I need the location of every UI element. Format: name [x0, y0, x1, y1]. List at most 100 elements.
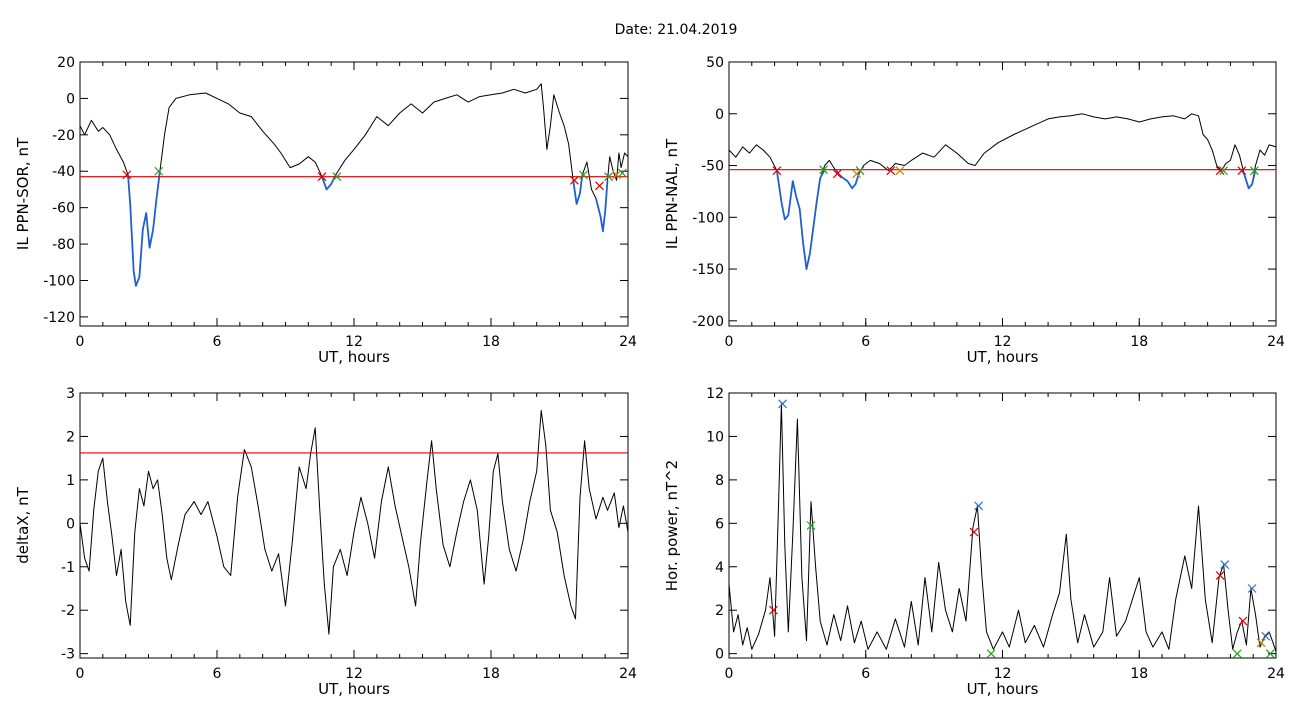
event-segment: [595, 180, 609, 233]
event-marker: [1247, 584, 1257, 593]
event-marker: [806, 521, 816, 530]
y-tick-label: -60: [52, 201, 75, 217]
series-line: [80, 409, 628, 635]
x-tick-label: 24: [1267, 666, 1285, 682]
event-marker: [852, 169, 862, 179]
y-tick-label: 6: [715, 516, 724, 532]
chart-panel-hor-power: 0 6 12 18 24 12 10 8 6 4 2 0 UT, hours Hor. power, nT…: [663, 386, 1285, 698]
y-tick-label: -50: [701, 159, 724, 175]
chart-panel-il-ppn-sor: 0 6 12 18 24 20 0 -20 -40 -60 -80 -100 -120 UT, hours…: [14, 55, 637, 366]
event-segment: [127, 171, 161, 287]
event-marker: [122, 170, 132, 180]
event-marker: [772, 166, 782, 176]
x-tick-label: 24: [1267, 334, 1285, 350]
event-marker: [986, 649, 996, 658]
event-marker: [778, 399, 787, 409]
x-tick-label: 18: [1130, 334, 1148, 350]
y-tick-label: -120: [43, 310, 75, 326]
event-marker: [332, 172, 342, 182]
y-tick-label: 50: [706, 55, 724, 71]
event-marker: [769, 605, 778, 615]
x-tick-label: 18: [482, 334, 500, 350]
event-marker: [612, 170, 622, 180]
series-line: [80, 83, 628, 287]
event-marker: [886, 166, 896, 176]
event-marker: [1265, 649, 1275, 658]
plot-area: [80, 83, 628, 287]
plot-frame: [79, 392, 629, 659]
event-marker: [1261, 631, 1271, 641]
y-tick-label: 1: [66, 473, 75, 489]
event-marker: [1220, 560, 1230, 570]
y-tick-label: -2: [61, 603, 75, 619]
event-marker: [1256, 638, 1266, 648]
x-tick-label: 6: [213, 334, 222, 350]
x-axis-label: UT, hours: [318, 680, 390, 698]
event-marker: [1215, 571, 1225, 580]
event-marker: [595, 181, 604, 191]
plot-area: [729, 113, 1276, 271]
event-segment: [572, 174, 584, 205]
x-tick-label: 18: [482, 666, 500, 682]
event-marker: [974, 501, 983, 511]
plot-area: [80, 409, 628, 635]
x-tick-label: 24: [619, 666, 637, 682]
event-segment: [835, 169, 860, 190]
chart-panel-il-ppn-nal: 0 6 12 18 24 50 0 -50 -100 -150 -200 UT, hours IL PP…: [663, 55, 1285, 366]
event-marker: [1237, 166, 1247, 176]
event-marker: [1215, 166, 1225, 176]
chart-panel-deltax: 0 6 12 18 24 3 2 1 0 -1 -2 -3 UT, hours deltaX, nT: [14, 386, 637, 698]
y-tick-label: -40: [52, 164, 75, 180]
y-tick-label: -100: [692, 210, 724, 226]
y-tick-label: 8: [715, 473, 724, 489]
y-axis-label: Hor. power, nT^2: [663, 460, 681, 591]
event-marker: [617, 168, 627, 178]
event-marker: [1249, 166, 1259, 176]
y-tick-label: -100: [43, 273, 75, 289]
x-tick-label: 18: [1130, 666, 1148, 682]
plot-frame: [79, 61, 629, 327]
event-marker: [604, 172, 614, 182]
y-tick-label: -20: [52, 128, 75, 144]
y-axis-label: deltaX, nT: [14, 486, 32, 563]
y-tick-label: 2: [66, 429, 75, 445]
event-marker: [317, 172, 327, 182]
event-segment: [776, 169, 826, 271]
y-tick-label: 0: [715, 647, 724, 663]
x-tick-label: 12: [994, 334, 1012, 350]
x-tick-label: 0: [725, 666, 734, 682]
event-marker: [1219, 166, 1229, 176]
y-tick-label: -1: [61, 560, 75, 576]
y-tick-label: -80: [52, 237, 75, 253]
event-marker: [895, 166, 905, 176]
event-marker: [1238, 616, 1248, 626]
x-tick-label: 6: [861, 666, 870, 682]
y-tick-label: 12: [706, 386, 724, 402]
event-marker: [154, 166, 164, 176]
x-axis-label: UT, hours: [967, 348, 1039, 366]
y-tick-label: 10: [706, 429, 724, 445]
plot-frame: [728, 61, 1277, 327]
event-marker: [1232, 649, 1242, 658]
y-axis-label: IL PPN-SOR, nT: [14, 137, 32, 250]
y-tick-label: 3: [66, 386, 75, 402]
event-marker: [569, 175, 579, 185]
y-tick-label: -200: [692, 314, 724, 330]
x-tick-label: 0: [725, 334, 734, 350]
event-marker: [969, 527, 979, 537]
x-tick-label: 0: [76, 334, 85, 350]
x-axis-label: UT, hours: [967, 680, 1039, 698]
y-tick-label: 20: [57, 55, 75, 71]
event-marker: [819, 165, 829, 175]
event-marker: [579, 170, 588, 180]
plot-area: [729, 399, 1276, 658]
x-tick-label: 6: [861, 334, 870, 350]
y-tick-label: -3: [61, 647, 75, 663]
y-tick-label: 4: [715, 560, 724, 576]
x-tick-label: 12: [994, 666, 1012, 682]
x-tick-label: 0: [76, 666, 85, 682]
figure-title: Date: 21.04.2019: [615, 22, 738, 38]
x-tick-label: 12: [345, 334, 363, 350]
